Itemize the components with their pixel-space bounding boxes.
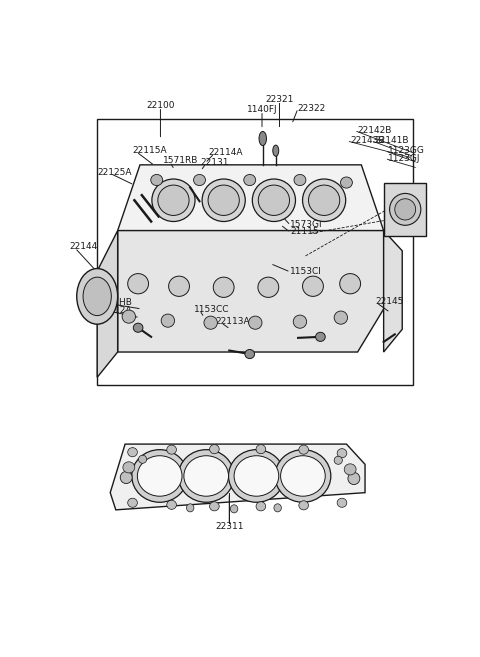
Ellipse shape [274, 504, 281, 512]
Ellipse shape [337, 449, 347, 458]
Ellipse shape [186, 504, 194, 512]
Ellipse shape [210, 502, 219, 511]
Ellipse shape [128, 447, 137, 457]
Ellipse shape [123, 462, 135, 473]
Text: 22141B: 22141B [374, 136, 409, 145]
Ellipse shape [294, 175, 306, 185]
Ellipse shape [302, 276, 324, 296]
Text: 22114A: 22114A [209, 148, 243, 156]
Text: 1153CC: 1153CC [194, 305, 229, 313]
Polygon shape [118, 165, 384, 231]
Text: 1573GI: 1573GI [290, 220, 323, 229]
Bar [97, 120, 413, 385]
Ellipse shape [234, 456, 279, 496]
Ellipse shape [337, 498, 347, 507]
Ellipse shape [309, 185, 340, 215]
Ellipse shape [249, 316, 262, 329]
Ellipse shape [213, 277, 234, 298]
Text: 1123GJ: 1123GJ [388, 154, 420, 163]
Ellipse shape [204, 316, 217, 329]
Text: 1153CI: 1153CI [290, 267, 322, 275]
Ellipse shape [299, 501, 309, 510]
Ellipse shape [395, 198, 416, 220]
Ellipse shape [273, 145, 279, 156]
Text: 22322: 22322 [297, 104, 325, 113]
Circle shape [83, 277, 111, 315]
Ellipse shape [139, 455, 147, 463]
Text: 22144: 22144 [69, 242, 97, 251]
Ellipse shape [202, 179, 245, 221]
Ellipse shape [275, 449, 331, 502]
Text: 1571RB: 1571RB [163, 156, 199, 166]
Ellipse shape [228, 449, 284, 502]
Text: 1140FJ: 1140FJ [247, 104, 277, 114]
Ellipse shape [344, 464, 356, 475]
Text: 22100: 22100 [146, 101, 175, 110]
Ellipse shape [299, 445, 309, 454]
Ellipse shape [293, 315, 307, 328]
Ellipse shape [340, 177, 352, 188]
Text: 22113A: 22113A [216, 317, 250, 326]
Ellipse shape [302, 179, 346, 221]
Ellipse shape [258, 277, 279, 298]
Ellipse shape [128, 273, 148, 294]
Ellipse shape [390, 193, 421, 225]
Ellipse shape [348, 472, 360, 485]
Ellipse shape [193, 175, 205, 185]
Ellipse shape [168, 276, 190, 296]
Polygon shape [384, 231, 402, 352]
Ellipse shape [334, 456, 342, 464]
Ellipse shape [230, 505, 238, 513]
Ellipse shape [151, 175, 163, 185]
Ellipse shape [158, 185, 189, 215]
Ellipse shape [137, 456, 182, 496]
Polygon shape [97, 231, 118, 377]
Ellipse shape [210, 445, 219, 454]
Ellipse shape [161, 314, 175, 327]
Ellipse shape [258, 185, 289, 215]
Ellipse shape [252, 179, 296, 221]
Text: 22145: 22145 [375, 297, 404, 306]
Text: 1571HB: 1571HB [97, 298, 133, 307]
Text: 22131: 22131 [201, 158, 229, 167]
Ellipse shape [133, 323, 143, 332]
Ellipse shape [340, 273, 360, 294]
Ellipse shape [120, 472, 132, 484]
Text: 22125A: 22125A [97, 168, 132, 177]
Ellipse shape [256, 502, 266, 511]
Ellipse shape [167, 445, 177, 454]
Text: 22321: 22321 [265, 95, 294, 104]
Ellipse shape [184, 456, 228, 496]
Text: 22112A: 22112A [97, 306, 132, 315]
Ellipse shape [132, 449, 188, 502]
Ellipse shape [259, 131, 266, 146]
Polygon shape [110, 444, 365, 510]
Ellipse shape [244, 175, 256, 185]
Text: 22143B: 22143B [350, 136, 384, 145]
Ellipse shape [334, 311, 348, 324]
Ellipse shape [256, 445, 266, 454]
Text: 1123GG: 1123GG [388, 146, 425, 155]
Ellipse shape [245, 350, 254, 359]
Ellipse shape [315, 332, 325, 342]
Text: 22142B: 22142B [358, 126, 392, 135]
Ellipse shape [122, 310, 135, 323]
Ellipse shape [208, 185, 240, 215]
Polygon shape [118, 231, 384, 352]
Ellipse shape [152, 179, 195, 221]
Ellipse shape [128, 498, 137, 507]
Ellipse shape [281, 456, 325, 496]
Ellipse shape [167, 500, 177, 509]
Text: 21115: 21115 [290, 227, 319, 236]
Bar [384, 183, 426, 236]
Ellipse shape [178, 449, 234, 502]
Text: 22115A: 22115A [132, 146, 167, 155]
Circle shape [77, 269, 118, 324]
Text: 22311: 22311 [215, 522, 243, 531]
